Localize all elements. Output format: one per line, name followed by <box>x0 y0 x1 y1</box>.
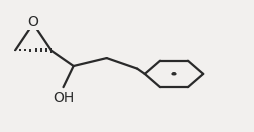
Text: OH: OH <box>53 91 74 105</box>
Text: O: O <box>28 15 38 29</box>
